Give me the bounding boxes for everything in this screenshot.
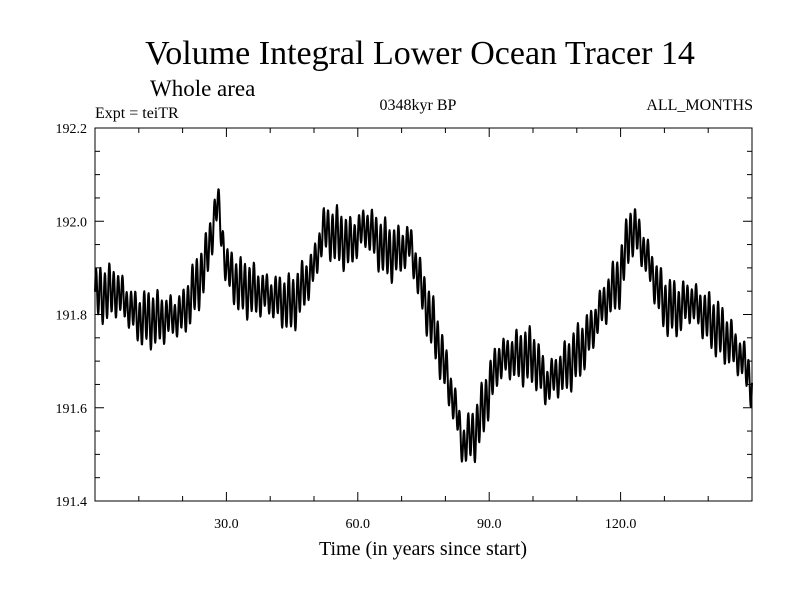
x-tick-label: 60.0 (346, 517, 371, 532)
x-axis-label: Time (in years since start) (319, 538, 527, 560)
series-line (94, 188, 753, 464)
chart-subtitle: Whole area (150, 76, 255, 101)
plot-area (94, 127, 753, 502)
x-tick-label: 120.0 (605, 517, 637, 532)
y-axis: 191.4 191.6 191.8 192.0 192.2 (56, 122, 752, 510)
x-tick-label: 30.0 (214, 517, 239, 532)
annotation-date: 0348kyr BP (380, 97, 457, 114)
y-tick-label: 191.8 (56, 309, 88, 324)
y-tick-label: 191.6 (56, 402, 88, 417)
plot-frame (94, 127, 753, 502)
annotation-expt: Expt = teiTR (95, 105, 179, 122)
x-axis: 30.0 60.0 90.0 120.0 (138, 128, 709, 532)
chart-title: Volume Integral Lower Ocean Tracer 14 (145, 35, 695, 72)
y-tick-label: 192.0 (56, 215, 88, 230)
y-tick-label: 191.4 (56, 495, 88, 510)
annotation-months: ALL_MONTHS (646, 97, 753, 114)
x-tick-label: 90.0 (477, 517, 502, 532)
y-tick-label: 192.2 (56, 122, 88, 137)
